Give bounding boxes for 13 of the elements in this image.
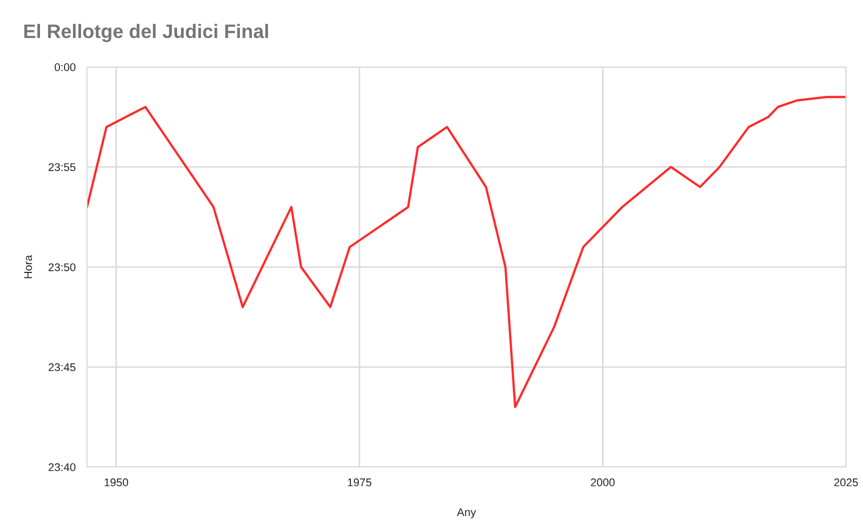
y-axis-title: Hora bbox=[24, 254, 32, 278]
x-tick-label: 2025 bbox=[834, 478, 858, 486]
line-series bbox=[87, 96, 846, 408]
y-tick-label: 23:55 bbox=[48, 163, 76, 172]
x-tick-label: 1950 bbox=[104, 478, 128, 486]
y-tick-label: 23:40 bbox=[48, 463, 76, 472]
x-axis-title: Any bbox=[456, 508, 476, 518]
y-tick-label: 0:00 bbox=[54, 63, 76, 72]
x-tick-label: 2000 bbox=[590, 478, 615, 486]
y-tick-label: 23:45 bbox=[48, 363, 76, 372]
y-tick-label: 23:50 bbox=[48, 263, 76, 272]
x-tick-label: 1975 bbox=[348, 478, 372, 486]
chart-title: El Rellotge del Judici Final bbox=[24, 24, 268, 42]
